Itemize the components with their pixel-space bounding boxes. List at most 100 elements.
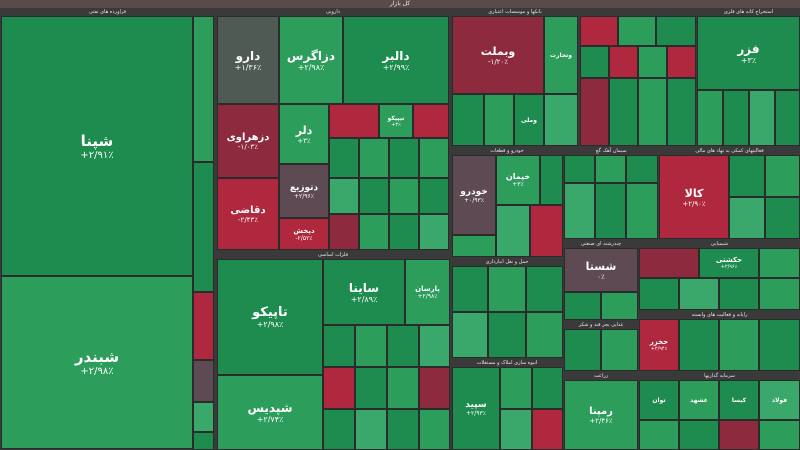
tile-small[interactable] bbox=[359, 138, 389, 178]
tile-small[interactable] bbox=[719, 278, 759, 310]
tile-small[interactable] bbox=[419, 138, 449, 178]
tile-small[interactable] bbox=[452, 94, 484, 146]
tile-small[interactable] bbox=[749, 90, 775, 146]
tile-small[interactable] bbox=[667, 46, 696, 78]
tile-small[interactable] bbox=[719, 319, 759, 371]
tile-small[interactable] bbox=[530, 205, 563, 257]
tile-vmeli[interactable]: وملی bbox=[514, 94, 544, 146]
tile-small[interactable] bbox=[729, 197, 765, 239]
tile-small[interactable] bbox=[656, 16, 696, 46]
tile-small[interactable] bbox=[775, 90, 800, 146]
tile-small[interactable] bbox=[697, 90, 723, 146]
tile-small[interactable] bbox=[759, 319, 800, 371]
tile-small[interactable] bbox=[387, 409, 419, 450]
tile-small[interactable] bbox=[626, 155, 658, 183]
tile-small[interactable] bbox=[419, 178, 449, 214]
tile-small[interactable] bbox=[532, 409, 563, 450]
tile-small[interactable] bbox=[413, 104, 449, 138]
tile-ghasha[interactable]: غشهد bbox=[679, 380, 719, 420]
tile-small[interactable] bbox=[193, 292, 214, 360]
tile-dalbor[interactable]: دالبر +۲/۹۹٪ bbox=[343, 16, 449, 104]
tile-small[interactable] bbox=[639, 278, 679, 310]
tile-small[interactable] bbox=[323, 325, 355, 367]
tile-small[interactable] bbox=[564, 155, 595, 183]
tile-dzahravi[interactable]: دزهراوی -۱/۰۳٪ bbox=[217, 104, 279, 178]
tile-small[interactable] bbox=[387, 325, 419, 367]
tile-small[interactable] bbox=[729, 155, 765, 197]
tile-dtozia[interactable]: دتوزیع +۲/۹۶٪ bbox=[279, 164, 329, 218]
tile-small[interactable] bbox=[679, 278, 719, 310]
tile-small[interactable] bbox=[452, 266, 488, 312]
tile-small[interactable] bbox=[719, 420, 759, 450]
tile-saina[interactable]: ساینا +۲/۸۹٪ bbox=[323, 259, 405, 325]
tile-small[interactable] bbox=[452, 312, 488, 358]
tile-small[interactable] bbox=[389, 214, 419, 250]
tile-small[interactable] bbox=[419, 325, 450, 367]
tile-small[interactable] bbox=[580, 46, 609, 78]
tile-small[interactable] bbox=[359, 178, 389, 214]
tile-shasta[interactable]: شستا ۰٪ bbox=[564, 248, 638, 292]
tile-small[interactable] bbox=[389, 138, 419, 178]
tile-shbandar[interactable]: شبندر +۲/۹۸٪ bbox=[1, 276, 193, 449]
tile-small[interactable] bbox=[564, 183, 595, 239]
tile-fuladh[interactable]: فولاد bbox=[759, 380, 800, 420]
tile-daghazi[interactable]: دقاضی -۲/۴۳٪ bbox=[217, 178, 279, 250]
tile-fazar[interactable]: فزر +۳٪ bbox=[697, 16, 800, 90]
tile-small[interactable] bbox=[488, 312, 526, 358]
tile-small[interactable] bbox=[496, 205, 530, 257]
tile-kisa[interactable]: کیسا bbox=[719, 380, 759, 420]
tile-small[interactable] bbox=[679, 319, 719, 371]
tile-vtejarat[interactable]: وتجارت bbox=[544, 16, 578, 94]
tile-small[interactable] bbox=[638, 46, 667, 78]
tile-dolar[interactable]: دلر +۳٪ bbox=[279, 104, 329, 164]
tile-small[interactable] bbox=[323, 409, 355, 450]
tile-small[interactable] bbox=[564, 292, 601, 320]
tile-harkat[interactable]: حکشتی +۲/۹۶٪ bbox=[699, 248, 759, 278]
tile-small[interactable] bbox=[638, 78, 667, 146]
tile-khazar[interactable]: حخزر +۲/۹۴٪ bbox=[639, 319, 679, 371]
tile-dpakhsh[interactable]: دپخش -۲/۵۲٪ bbox=[279, 218, 329, 250]
tile-small[interactable] bbox=[193, 360, 214, 402]
tile-small[interactable] bbox=[526, 312, 563, 358]
tile-small[interactable] bbox=[355, 367, 387, 409]
tile-shapna[interactable]: شپنا +۲/۹۱٪ bbox=[1, 16, 193, 276]
tile-tavan[interactable]: توان bbox=[639, 380, 679, 420]
tile-kala[interactable]: کالا +۲/۹۰٪ bbox=[659, 155, 729, 239]
tile-small[interactable] bbox=[540, 155, 563, 205]
tile-small[interactable] bbox=[526, 266, 563, 312]
tile-small[interactable] bbox=[329, 178, 359, 214]
tile-small[interactable] bbox=[355, 325, 387, 367]
tile-small[interactable] bbox=[419, 409, 450, 450]
tile-small[interactable] bbox=[355, 409, 387, 450]
tile-small[interactable] bbox=[759, 278, 800, 310]
tile-rapna[interactable]: رمپنا +۲/۴۶٪ bbox=[564, 380, 638, 450]
tile-small[interactable] bbox=[723, 90, 749, 146]
tile-small[interactable] bbox=[667, 78, 696, 146]
tile-small[interactable] bbox=[544, 94, 578, 146]
tile-small[interactable] bbox=[639, 420, 679, 450]
tile-small[interactable] bbox=[595, 155, 626, 183]
tile-small[interactable] bbox=[419, 214, 449, 250]
tile-kheyman[interactable]: خپمان +۳٪ bbox=[496, 155, 540, 205]
tile-small[interactable] bbox=[532, 367, 563, 409]
tile-small[interactable] bbox=[595, 183, 626, 239]
tile-small[interactable] bbox=[564, 329, 601, 371]
tile-small[interactable] bbox=[193, 402, 214, 432]
tile-small[interactable] bbox=[359, 214, 389, 250]
tile-daru[interactable]: دارو +۱/۳۶٪ bbox=[217, 16, 279, 104]
tile-small[interactable] bbox=[329, 104, 379, 138]
tile-small[interactable] bbox=[601, 329, 638, 371]
tile-shepdis[interactable]: شپدیس +۲/۷۴٪ bbox=[217, 375, 323, 450]
tile-small[interactable] bbox=[329, 138, 359, 178]
tile-small[interactable] bbox=[609, 46, 638, 78]
tile-small[interactable] bbox=[484, 94, 514, 146]
tile-small[interactable] bbox=[419, 367, 450, 409]
tile-small[interactable] bbox=[500, 409, 532, 450]
tile-tapico[interactable]: تاپیکو +۲/۹۸٪ bbox=[217, 259, 323, 375]
tile-small[interactable] bbox=[329, 214, 359, 250]
tile-tipico[interactable]: تیپیکو +۳٪ bbox=[379, 104, 413, 138]
tile-small[interactable] bbox=[639, 248, 699, 278]
tile-small[interactable] bbox=[601, 292, 638, 320]
tile-small[interactable] bbox=[389, 178, 419, 214]
tile-small[interactable] bbox=[609, 78, 638, 146]
